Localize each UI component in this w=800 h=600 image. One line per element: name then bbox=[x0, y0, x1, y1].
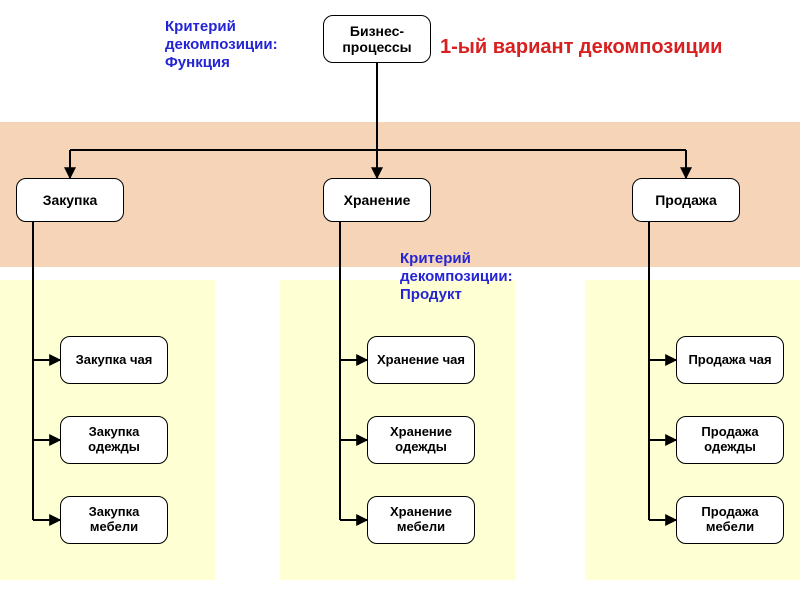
node-hranenie-odezhdy: Хранение одежды bbox=[367, 416, 475, 464]
node-prodazha-odezhdy: Продажа одежды bbox=[676, 416, 784, 464]
node-root-text: Бизнес- процессы bbox=[328, 23, 426, 55]
node-zakupka-mebeli: Закупка мебели bbox=[60, 496, 168, 544]
node-hranenie-chaya: Хранение чая bbox=[367, 336, 475, 384]
node-zakupka-chaya: Закупка чая bbox=[60, 336, 168, 384]
label-criterion-product: Критерий декомпозиции: Продукт bbox=[400, 250, 513, 304]
node-text: Продажа bbox=[655, 192, 717, 208]
node-text: Продажа мебели bbox=[681, 505, 779, 535]
node-prodazha-mebeli: Продажа мебели bbox=[676, 496, 784, 544]
node-text: Закупка одежды bbox=[65, 425, 163, 455]
node-text: Хранение мебели bbox=[372, 505, 470, 535]
node-l1-zakupka: Закупка bbox=[16, 178, 124, 222]
node-text: Хранение bbox=[344, 192, 411, 208]
node-text: Продажа чая bbox=[688, 353, 771, 368]
node-l1-hranenie: Хранение bbox=[323, 178, 431, 222]
node-text: Продажа одежды bbox=[681, 425, 779, 455]
node-l1-prodazha: Продажа bbox=[632, 178, 740, 222]
title: 1-ый вариант декомпозиции bbox=[440, 35, 722, 59]
node-root: Бизнес- процессы bbox=[323, 15, 431, 63]
node-text: Закупка чая bbox=[76, 353, 153, 368]
node-text: Хранение одежды bbox=[372, 425, 470, 455]
node-zakupka-odezhdy: Закупка одежды bbox=[60, 416, 168, 464]
node-text: Закупка bbox=[43, 192, 98, 208]
node-prodazha-chaya: Продажа чая bbox=[676, 336, 784, 384]
label-criterion-function: Критерий декомпозиции: Функция bbox=[165, 18, 278, 72]
node-text: Закупка мебели bbox=[65, 505, 163, 535]
node-hranenie-mebeli: Хранение мебели bbox=[367, 496, 475, 544]
node-text: Хранение чая bbox=[377, 353, 465, 368]
